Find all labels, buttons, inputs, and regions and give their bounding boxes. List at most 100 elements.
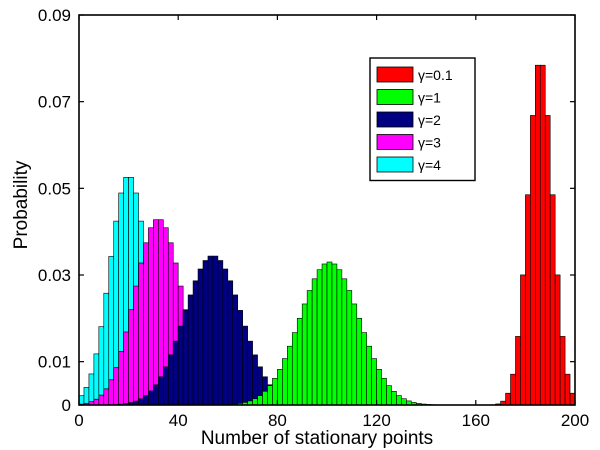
bar [202,260,209,406]
x-tick-label: 40 [169,411,188,430]
bar [341,278,348,406]
bar [549,194,556,406]
bar [366,345,372,406]
bar [103,388,110,406]
bar [187,294,194,406]
bar [321,263,328,406]
bar [282,358,288,406]
y-tick-label: 0.05 [38,179,71,198]
plot-frame [78,14,576,406]
bar [143,395,149,406]
bar [381,378,387,406]
y-tick-label: 0 [62,396,71,415]
bar [252,398,258,406]
legend-swatch [376,156,414,173]
bar [182,310,189,406]
legend-swatch [376,134,414,150]
bar [346,290,353,406]
bar [192,280,199,406]
legend-label: γ=2 [418,112,441,128]
bar [257,395,263,406]
legend-label: γ=1 [418,90,441,106]
legend-swatch [376,89,414,105]
bar [554,274,561,406]
y-tick-label: 0.03 [38,266,71,285]
bars-layer [78,64,576,406]
bar [128,309,134,406]
bar [148,390,154,406]
bar [237,310,243,406]
bar [138,262,144,406]
bar [222,268,229,406]
bar [287,345,293,406]
bar [242,325,248,406]
bar [316,269,323,406]
bar [172,340,179,406]
bar [167,354,174,406]
bar [535,64,541,406]
y-tick-label: 0.09 [38,6,71,25]
bar [133,285,139,406]
bar [525,194,531,406]
bar [301,303,308,406]
bar [559,336,566,406]
bar [515,336,521,406]
legend: γ=0.1 γ=1 γ=2 γ=3 γ=4 [369,57,476,182]
bar [93,353,100,406]
bar [217,260,224,406]
x-tick-label: 200 [561,411,589,430]
bar [361,332,367,406]
bar [296,317,303,406]
bar [564,373,571,406]
bar [331,263,338,406]
bar [326,261,333,406]
bar [153,219,159,406]
bar [158,376,164,406]
series-0-bars [490,64,576,406]
bar [98,326,105,406]
bar [510,373,516,406]
x-tick-label: 120 [362,411,390,430]
bar [113,367,119,406]
bar [177,325,184,406]
bar [396,395,402,406]
x-tick-label: 0 [74,411,83,430]
bar [544,115,551,406]
bar [247,340,253,406]
legend-swatch [376,66,414,83]
bar [306,290,313,406]
bar [88,373,95,406]
legend-label: γ=0.1 [418,67,453,83]
bar [138,398,144,406]
bar [291,332,298,406]
bar [267,385,273,406]
bar [505,392,511,406]
bar [520,274,526,406]
y-tick-label: 0.07 [38,93,71,112]
x-tick-label: 160 [462,411,490,430]
bar [212,255,219,406]
bar [336,269,343,406]
bar [401,398,407,406]
bar [207,255,214,406]
legend-swatch [376,111,414,128]
bar [163,366,169,406]
bar [351,303,358,406]
bar [153,384,159,406]
bar [356,317,363,406]
bar [227,280,234,406]
bar [103,292,110,406]
bar [539,64,546,406]
bar [123,331,129,406]
bar [252,354,258,406]
bar [371,358,377,406]
x-axis-label: Number of stationary points [201,428,433,449]
bar [98,394,105,406]
bar [143,242,149,406]
bar [311,278,318,406]
bar [277,369,283,406]
bar [386,385,392,406]
bar [148,227,154,406]
bar [93,398,100,406]
